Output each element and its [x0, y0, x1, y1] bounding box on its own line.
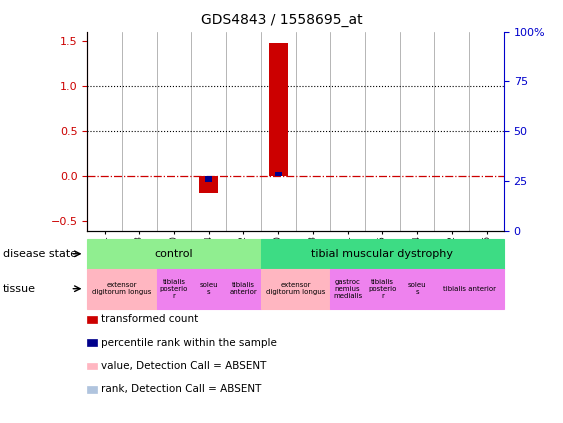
Text: transformed count: transformed count: [101, 314, 199, 324]
Text: tibialis
posterio
r: tibialis posterio r: [160, 279, 188, 299]
Bar: [199, 176, 218, 192]
Text: soleu
s: soleu s: [199, 282, 218, 295]
Text: GDS4843 / 1558695_at: GDS4843 / 1558695_at: [200, 13, 363, 27]
Text: gastroc
nemius
medialis: gastroc nemius medialis: [333, 279, 362, 299]
Text: rank, Detection Call = ABSENT: rank, Detection Call = ABSENT: [101, 384, 262, 394]
Text: tibialis
anterior: tibialis anterior: [230, 282, 257, 295]
Text: tibialis anterior: tibialis anterior: [443, 286, 495, 292]
Text: value, Detection Call = ABSENT: value, Detection Call = ABSENT: [101, 361, 267, 371]
Text: control: control: [155, 249, 193, 259]
Bar: [275, 172, 282, 176]
Text: soleu
s: soleu s: [408, 282, 426, 295]
Bar: [205, 176, 212, 182]
Text: tibial muscular dystrophy: tibial muscular dystrophy: [311, 249, 453, 259]
Text: tibialis
posterio
r: tibialis posterio r: [368, 279, 396, 299]
Text: disease state: disease state: [3, 249, 77, 259]
Bar: [269, 44, 288, 176]
Text: percentile rank within the sample: percentile rank within the sample: [101, 338, 277, 348]
Text: extensor
digitorum longus: extensor digitorum longus: [266, 282, 325, 295]
Text: tissue: tissue: [3, 284, 36, 294]
Text: extensor
digitorum longus: extensor digitorum longus: [92, 282, 151, 295]
